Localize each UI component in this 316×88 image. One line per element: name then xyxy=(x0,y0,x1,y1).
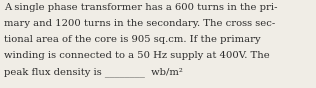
Text: A single phase transformer has a 600 turns in the pri-: A single phase transformer has a 600 tur… xyxy=(4,3,277,12)
Text: mary and 1200 turns in the secondary. The cross sec-: mary and 1200 turns in the secondary. Th… xyxy=(4,19,275,28)
Text: peak flux density is ________  wb/m²: peak flux density is ________ wb/m² xyxy=(4,68,183,77)
Text: winding is connected to a 50 Hz supply at 400V. The: winding is connected to a 50 Hz supply a… xyxy=(4,51,270,60)
Text: tional area of the core is 905 sq.cm. If the primary: tional area of the core is 905 sq.cm. If… xyxy=(4,35,260,44)
